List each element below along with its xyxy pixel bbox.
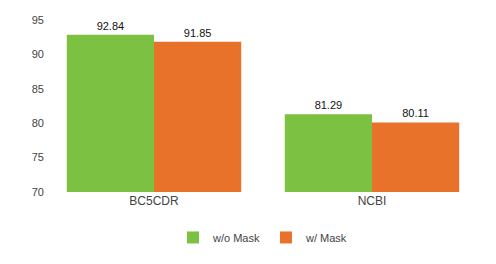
svg-text:80: 80 xyxy=(32,117,44,129)
svg-text:81.29: 81.29 xyxy=(315,99,343,111)
svg-text:75: 75 xyxy=(32,151,44,163)
svg-text:80.11: 80.11 xyxy=(402,107,429,119)
svg-text:70: 70 xyxy=(32,186,44,198)
svg-text:85: 85 xyxy=(32,83,44,95)
svg-text:w/o Mask: w/o Mask xyxy=(212,232,260,244)
svg-text:BC5CDR: BC5CDR xyxy=(129,194,179,208)
svg-text:w/ Mask: w/ Mask xyxy=(305,232,347,244)
svg-text:92.84: 92.84 xyxy=(97,20,125,32)
svg-text:90: 90 xyxy=(32,48,44,60)
svg-text:95: 95 xyxy=(32,14,44,26)
svg-text:NCBI: NCBI xyxy=(358,194,387,208)
svg-text:91.85: 91.85 xyxy=(184,27,212,39)
